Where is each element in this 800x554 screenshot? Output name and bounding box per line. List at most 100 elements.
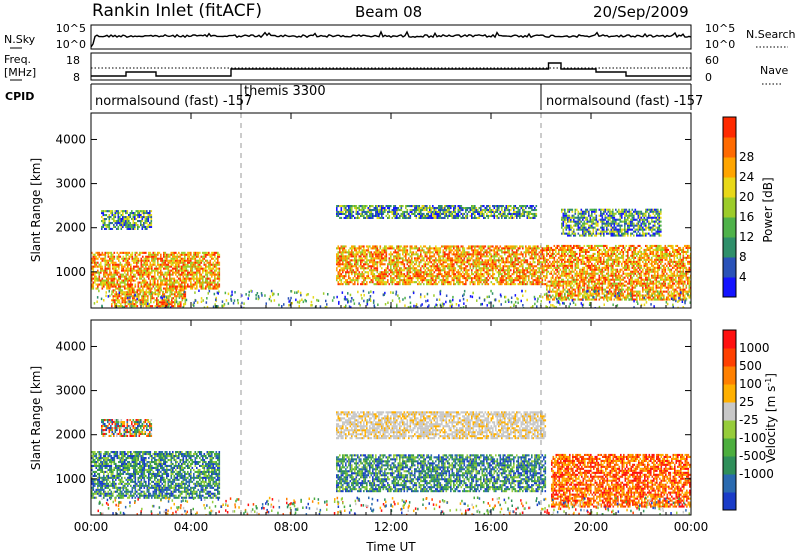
- echo-cell: [174, 295, 176, 298]
- echo-cell: [532, 245, 535, 248]
- echo-cell: [110, 227, 112, 230]
- echo-cell: [504, 265, 506, 268]
- echo-cell: [339, 247, 341, 250]
- echo-cell: [427, 281, 430, 284]
- echo-cell: [160, 253, 162, 256]
- echo-cell: [97, 287, 99, 290]
- echo-cell: [466, 247, 469, 250]
- echo-cell: [520, 275, 523, 278]
- echo-cell: [130, 293, 133, 296]
- echo-cell: [173, 259, 176, 262]
- echo-cell: [435, 281, 437, 284]
- echo-cell: [550, 282, 553, 285]
- echo-cell: [415, 216, 418, 219]
- echo-cell: [454, 212, 457, 215]
- echo-cell: [132, 295, 134, 298]
- echo-cell: [432, 212, 434, 215]
- echo-cell: [190, 277, 192, 280]
- echo-cell: [138, 295, 140, 298]
- echo-cell: [402, 214, 404, 217]
- echo-cell: [188, 253, 191, 256]
- echo-cell: [388, 273, 391, 276]
- echo-cell: [492, 269, 494, 272]
- echo-cell: [397, 277, 400, 280]
- echo-cell: [462, 212, 464, 215]
- echo-cell: [549, 294, 551, 297]
- echo-cell: [499, 205, 502, 208]
- echo-cell: [376, 212, 379, 215]
- echo-cell: [180, 295, 182, 298]
- echo-cell: [175, 299, 178, 302]
- echo-cell: [124, 269, 126, 272]
- echo-cell: [487, 267, 490, 270]
- echo-cell: [379, 271, 382, 274]
- echo-cell: [129, 222, 132, 225]
- echo-cell: [475, 259, 478, 262]
- echo-cell: [489, 214, 491, 217]
- echo-cell: [507, 209, 509, 212]
- echo-cell: [152, 257, 155, 260]
- echo-cell: [206, 261, 209, 264]
- echo-cell: [169, 291, 172, 294]
- echo-cell: [430, 216, 433, 219]
- echo-cell: [342, 205, 344, 208]
- echo-cell: [496, 271, 499, 274]
- echo-cell: [486, 214, 488, 217]
- echo-cell: [97, 285, 99, 288]
- echo-cell: [570, 270, 572, 273]
- echo-cell: [580, 274, 583, 277]
- echo-cell: [141, 303, 143, 306]
- echo-cell: [342, 259, 344, 262]
- echo-cell: [430, 251, 433, 254]
- echo-cell: [193, 285, 195, 288]
- echo-cell: [205, 269, 207, 272]
- echo-cell: [556, 290, 559, 293]
- echo-cell: [103, 283, 105, 286]
- echo-cell: [206, 283, 209, 286]
- echo-cell: [474, 281, 476, 284]
- echo-cell: [532, 273, 535, 276]
- freq-label: Freq.: [4, 53, 31, 66]
- echo-cell: [568, 288, 571, 291]
- echo-cell: [460, 263, 463, 266]
- echo-cell: [376, 283, 379, 286]
- echo-cell: [576, 284, 578, 287]
- echo-cell: [567, 292, 569, 295]
- echo-cell: [400, 257, 403, 260]
- echo-cell: [130, 263, 132, 266]
- echo-cell: [447, 205, 449, 208]
- echo-cell: [205, 251, 207, 254]
- echo-cell: [385, 281, 388, 284]
- echo-cell: [411, 281, 413, 284]
- echo-cell: [384, 269, 386, 272]
- echo-cell: [430, 283, 433, 286]
- echo-cell: [579, 286, 581, 289]
- echo-cell: [468, 259, 470, 262]
- echo-cell: [415, 207, 418, 210]
- echo-cell: [454, 269, 457, 272]
- echo-cell: [100, 279, 102, 282]
- echo-cell: [168, 299, 170, 302]
- echo-cell: [376, 271, 379, 274]
- echo-cell: [367, 265, 370, 268]
- echo-cell: [583, 296, 586, 299]
- echo-cell: [382, 257, 385, 260]
- echo-cell: [166, 255, 168, 258]
- echo-cell: [157, 295, 160, 298]
- echo-cell: [345, 263, 347, 266]
- echo-cell: [209, 279, 212, 282]
- echo-cell: [154, 261, 156, 264]
- echo-cell: [337, 255, 340, 258]
- echo-cell: [426, 281, 428, 284]
- echo-cell: [164, 279, 167, 282]
- echo-cell: [387, 210, 389, 213]
- echo-cell: [577, 284, 580, 287]
- echo-cell: [143, 210, 145, 213]
- echo-cell: [166, 279, 168, 282]
- echo-cell: [385, 273, 388, 276]
- echo-cell: [499, 277, 502, 280]
- echo-cell: [124, 279, 126, 282]
- beam-label: Beam 08: [355, 3, 422, 21]
- echo-cell: [525, 283, 527, 286]
- echo-cell: [421, 259, 424, 262]
